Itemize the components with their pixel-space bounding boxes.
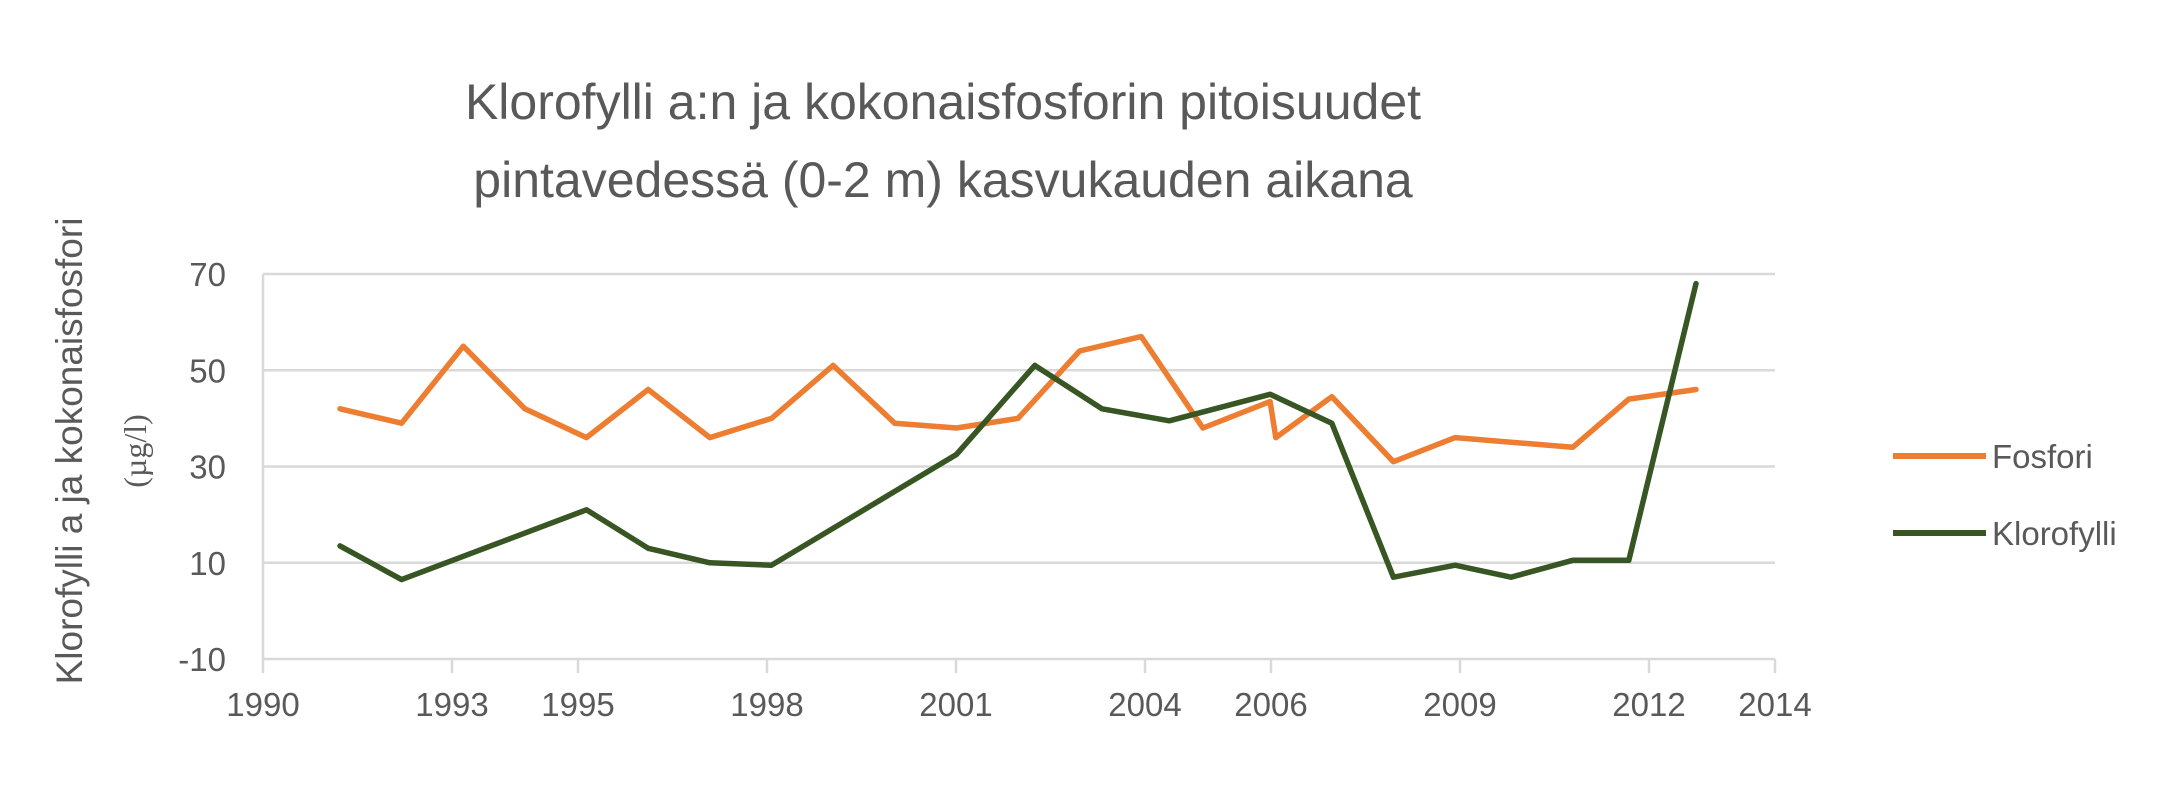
tick-labels: 1990 1993 1995 1998 2001 2004 2006 2009 2012 2014…: [178, 256, 1811, 723]
x-tick-label-2009: 2009: [1423, 686, 1496, 723]
x-tick-label-2004: 2004: [1108, 686, 1181, 723]
chart-title-line-1: Klorofylli a:n ja kokonaisfosforin pitoi…: [465, 74, 1421, 130]
series-lines: [337, 280, 1699, 583]
x-tick-label-1990: 1990: [226, 686, 299, 723]
x-tick-label-1993: 1993: [415, 686, 488, 723]
legend-label-klorofylli: Klorofylli: [1992, 515, 2117, 552]
series-line-klorofylli: [337, 280, 1699, 583]
x-tick-label-2014: 2014: [1738, 686, 1811, 723]
y-axis-label-line-2: (µg/l): [117, 414, 153, 488]
y-tick-label-50: 50: [189, 352, 226, 389]
legend: Fosfori Klorofylli: [1893, 438, 2117, 552]
y-tick-label-70: 70: [189, 256, 226, 293]
series-line-fosfori: [337, 333, 1699, 465]
y-tick-label-10: 10: [189, 545, 226, 582]
axes: [261, 274, 1777, 673]
x-tick-label-2001: 2001: [919, 686, 992, 723]
y-tick-label-30: 30: [189, 449, 226, 486]
x-tick-label-1995: 1995: [541, 686, 614, 723]
x-tick-label-2012: 2012: [1612, 686, 1685, 723]
x-tick-label-2006: 2006: [1234, 686, 1307, 723]
y-tick-label--10: -10: [178, 641, 226, 678]
y-axis-label-line-1: Klorofylli a ja kokonaisfosfori: [49, 218, 90, 685]
gridlines: [263, 272, 1775, 564]
legend-label-fosfori: Fosfori: [1992, 438, 2093, 475]
x-tick-label-1998: 1998: [730, 686, 803, 723]
chart-title-line-2: pintavedessä (0-2 m) kasvukauden aikana: [473, 152, 1413, 208]
